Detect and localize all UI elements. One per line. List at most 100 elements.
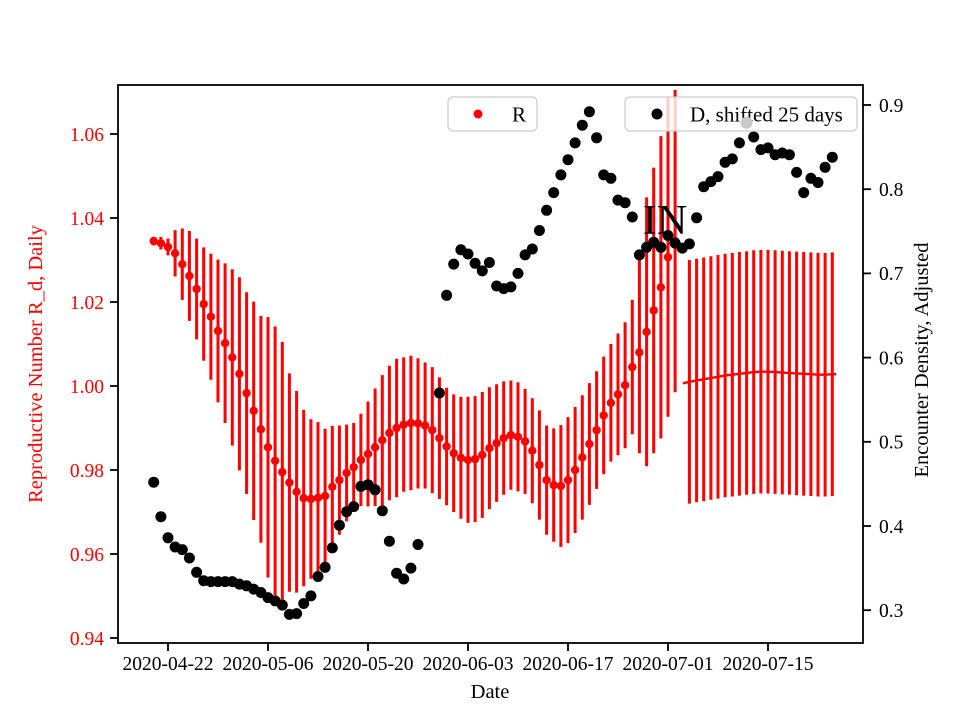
left-tick-label: 0.96 [70, 545, 104, 566]
x-tick-label: 2020-04-22 [123, 654, 214, 675]
r-marker [520, 437, 530, 446]
right-tick-label: 0.4 [879, 517, 904, 538]
d-marker [476, 265, 488, 277]
d-marker [376, 505, 388, 517]
left-axis-ticks: 0.94 0.96 0.98 1.00 1.02 1.04 1.06 [70, 125, 118, 650]
d-marker [433, 387, 445, 399]
r-marker [278, 467, 287, 477]
r-marker [356, 455, 366, 465]
d-marker [183, 552, 195, 564]
d-marker [826, 151, 838, 163]
d-marker [162, 532, 174, 544]
r-marker [663, 252, 673, 262]
d-marker [591, 132, 603, 144]
r-marker [642, 327, 651, 336]
r-marker [649, 306, 658, 315]
d-marker [791, 166, 803, 178]
d-marker [176, 544, 188, 556]
d-marker [662, 230, 674, 241]
r-marker [442, 442, 451, 451]
d-marker [583, 106, 595, 118]
r-marker [228, 353, 237, 362]
legend-marker-icon [651, 108, 663, 120]
x-tick-label: 2020-06-17 [523, 654, 614, 675]
d-marker [783, 149, 795, 161]
r-marker [656, 283, 666, 292]
r-marker [635, 348, 644, 357]
r-marker [535, 460, 544, 470]
r-marker [285, 478, 294, 487]
d-marker [712, 171, 724, 183]
d-marker [398, 573, 410, 585]
x-axis-label: Date [471, 681, 510, 703]
d-marker [812, 177, 824, 188]
state-annotation: IN [643, 198, 687, 244]
d-marker [483, 257, 495, 268]
r-marker [206, 312, 216, 321]
r-marker [299, 493, 308, 503]
r-marker [606, 398, 616, 407]
r-marker [542, 475, 551, 485]
r-marker [263, 443, 273, 452]
axes: 2020-04-22 2020-05-06 2020-05-20 2020-06-03… [25, 84, 933, 703]
left-axis-label: Reproductive Number R_d, Daily [25, 224, 47, 503]
d-marker [819, 161, 831, 173]
r-marker [578, 453, 587, 462]
d-marker [305, 590, 317, 602]
x-tick-label: 2020-06-03 [423, 654, 514, 675]
x-axis-ticks: 2020-04-22 2020-05-06 2020-05-20 2020-06-03… [123, 643, 814, 675]
legend-box [447, 96, 538, 132]
r-marker [349, 462, 358, 472]
r-marker [378, 436, 387, 445]
r-marker [513, 432, 523, 441]
r-marker [220, 339, 230, 348]
d-marker [533, 225, 545, 236]
r-marker [335, 475, 344, 485]
r-marker [270, 456, 280, 465]
r-marker [149, 236, 158, 246]
right-tick-label: 0.6 [879, 348, 904, 369]
left-tick-label: 1.04 [70, 209, 104, 230]
r-marker [428, 425, 437, 435]
r-marker [499, 433, 508, 443]
r-marker [478, 450, 487, 460]
d-marker [505, 281, 517, 293]
x-tick-label: 2020-07-15 [723, 654, 814, 675]
d-marker [462, 248, 474, 260]
right-axis-ticks: 0.3 0.4 0.5 0.6 0.7 0.8 0.9 [863, 96, 904, 622]
r-marker [563, 475, 573, 485]
r-marker [342, 468, 351, 478]
r-marker [599, 411, 608, 420]
d-marker [626, 211, 638, 223]
faded-point [740, 116, 753, 129]
r-marker [178, 260, 187, 269]
r-marker [492, 438, 501, 448]
r-marker [435, 433, 444, 443]
r-marker [470, 454, 480, 464]
r-marker [413, 419, 423, 428]
left-tick-label: 1.02 [70, 293, 104, 314]
r-marker [485, 444, 494, 453]
d-marker [348, 501, 360, 513]
legend: R D, shifted 25 days [447, 96, 858, 132]
r-marker [170, 249, 180, 258]
d-marker [562, 154, 574, 166]
d-marker [191, 566, 203, 578]
d-marker [605, 172, 617, 184]
d-marker [619, 197, 631, 209]
r-marker [320, 491, 330, 501]
legend-label: D, shifted 25 days [690, 103, 843, 127]
d-marker [326, 542, 338, 554]
right-tick-label: 0.8 [879, 180, 903, 201]
d-marker [633, 249, 645, 261]
r-marker [628, 362, 637, 372]
r-marker [585, 439, 594, 449]
right-tick-label: 0.5 [879, 433, 903, 454]
r-marker [506, 430, 516, 440]
d-marker [276, 599, 288, 611]
r-marker [199, 299, 208, 309]
r-marker [192, 284, 201, 294]
d-marker [405, 562, 417, 574]
r-marker [235, 369, 244, 378]
